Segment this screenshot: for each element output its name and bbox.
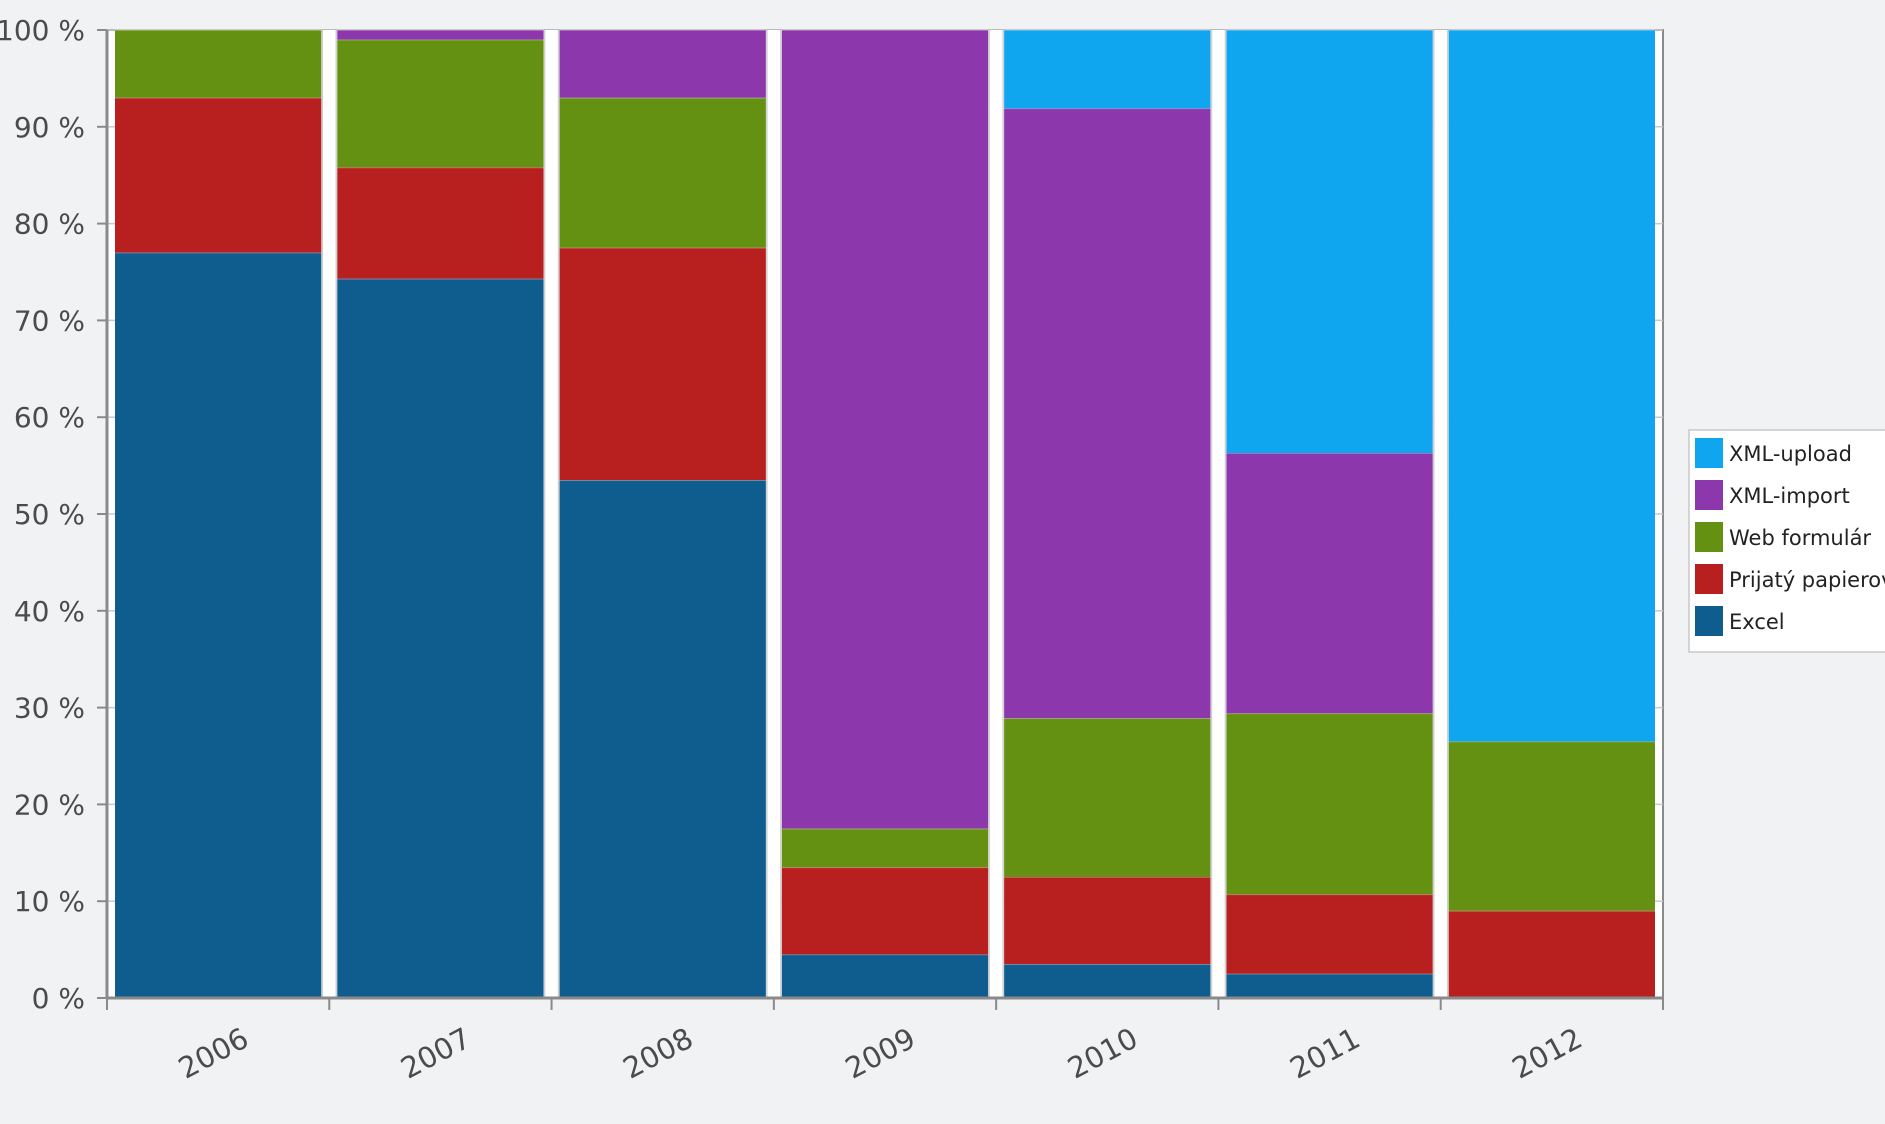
y-tick-label: 50 % — [14, 498, 85, 531]
category-gap — [765, 30, 782, 998]
legend-label: XML-upload — [1729, 442, 1852, 466]
bar-segment — [1448, 910, 1655, 998]
y-tick-label: 100 % — [0, 14, 85, 47]
legend-label: Prijatý papierovo — [1729, 568, 1885, 592]
bar-segment — [337, 278, 544, 998]
bar-segment — [115, 252, 322, 998]
legend-swatch — [1695, 564, 1723, 594]
bar-segment — [559, 30, 766, 98]
y-tick-label: 80 % — [14, 208, 85, 241]
bar-segment — [1226, 713, 1433, 895]
bar-segment — [781, 867, 989, 955]
bar-segment — [559, 480, 766, 998]
bar-segment — [559, 247, 766, 481]
bar-segment — [1226, 894, 1433, 974]
y-tick-label: 20 % — [14, 788, 85, 821]
bar-segment — [1448, 741, 1655, 911]
x-tick-label: 2010 — [1062, 1021, 1143, 1086]
legend-swatch — [1695, 438, 1723, 468]
category-gap — [1432, 30, 1449, 998]
x-tick-label: 2009 — [840, 1021, 921, 1086]
legend-label: Web formulár — [1729, 526, 1871, 550]
bar-segment — [337, 167, 544, 279]
bar-segment — [559, 97, 766, 248]
legend-label: XML-import — [1729, 484, 1850, 508]
x-tick-label: 2012 — [1507, 1021, 1588, 1086]
bar-segment — [1226, 30, 1433, 454]
bar-segment — [1226, 973, 1433, 998]
bar-segment — [1226, 453, 1433, 714]
category-gap — [543, 30, 560, 998]
y-tick-label: 90 % — [14, 111, 85, 144]
legend-swatch — [1695, 522, 1723, 552]
bar-segment — [1004, 108, 1211, 719]
legend-swatch — [1695, 480, 1723, 510]
x-tick-label: 2008 — [617, 1021, 698, 1086]
category-gap — [1210, 30, 1227, 998]
category-gap — [321, 30, 338, 998]
bar-segment — [781, 954, 989, 998]
legend-swatch — [1695, 606, 1723, 636]
x-tick-label: 2007 — [395, 1021, 476, 1086]
bar-segment — [781, 828, 989, 868]
bar-segment — [1004, 30, 1211, 109]
bar-segment — [1004, 877, 1211, 965]
bar-segment — [337, 30, 544, 40]
bar-segment — [1448, 30, 1655, 742]
y-tick-label: 40 % — [14, 595, 85, 628]
legend-label: Excel — [1729, 610, 1785, 634]
y-tick-label: 60 % — [14, 401, 85, 434]
category-gap — [988, 30, 1005, 998]
y-tick-label: 70 % — [14, 304, 85, 337]
y-tick-label: 10 % — [14, 885, 85, 918]
bar-segment — [115, 30, 322, 98]
x-tick-label: 2006 — [173, 1021, 254, 1086]
y-tick-label: 0 % — [32, 982, 85, 1015]
bar-segment — [781, 30, 989, 829]
bar-segment — [1004, 964, 1211, 998]
bar-segment — [1004, 718, 1211, 877]
bar-segment — [115, 97, 322, 253]
x-tick-label: 2011 — [1284, 1021, 1365, 1086]
bar-segment — [337, 39, 544, 168]
y-tick-label: 30 % — [14, 692, 85, 725]
